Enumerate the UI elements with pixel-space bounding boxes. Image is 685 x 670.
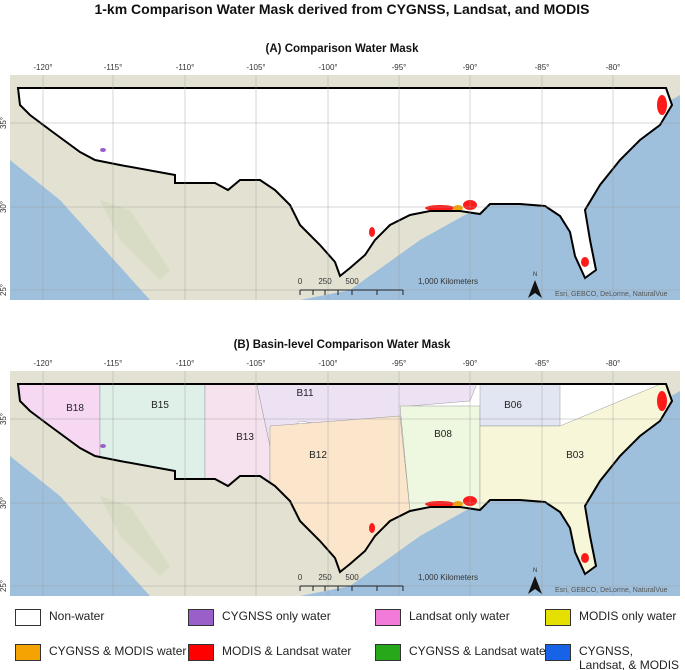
legend-label: CYGNSS only water — [222, 609, 331, 623]
legend-swatch — [188, 644, 214, 661]
lat-label: 35° — [0, 413, 8, 425]
lon-label: -90° — [463, 63, 478, 72]
basin-label: B13 — [236, 432, 254, 443]
water-area — [657, 95, 667, 115]
lat-label: 35° — [0, 117, 8, 129]
water-area — [453, 205, 463, 211]
legend-item: MODIS only water — [545, 609, 676, 626]
basin-label: B12 — [309, 450, 327, 461]
legend-item: CYGNSS, Landsat, & MODIS water — [545, 644, 680, 670]
legend-swatch — [545, 644, 571, 661]
water-area — [581, 553, 589, 563]
lon-label: -90° — [463, 359, 478, 368]
figure-title: 1-km Comparison Water Mask derived from … — [94, 1, 589, 17]
water-area — [100, 148, 106, 152]
legend-label: CYGNSS & MODIS water — [49, 644, 187, 658]
lon-label: -95° — [392, 63, 407, 72]
basin-label: B15 — [151, 400, 169, 411]
lon-label: -120° — [33, 63, 52, 72]
us-border — [16, 383, 674, 576]
scale-label: 500 — [345, 277, 359, 286]
water-area — [657, 391, 667, 411]
lon-label: -110° — [176, 359, 195, 368]
scale-label: 0 — [298, 277, 303, 286]
lon-label: -115° — [104, 359, 123, 368]
basin-label: B18 — [66, 403, 84, 414]
scale-label: 500 — [345, 573, 359, 582]
panel-title: (B) Basin-level Comparison Water Mask — [234, 339, 451, 351]
lat-label: 25° — [0, 580, 8, 592]
legend-item: Non-water — [15, 609, 104, 626]
lon-label: -85° — [535, 359, 550, 368]
us-land — [18, 88, 672, 278]
legend-item: CYGNSS & MODIS water — [15, 644, 186, 661]
lon-label: -95° — [392, 359, 407, 368]
legend-item: CYGNSS & Landsat water — [375, 644, 550, 661]
scale-label: 0 — [298, 573, 303, 582]
scale-label: 250 — [318, 277, 332, 286]
lon-label: -110° — [176, 63, 195, 72]
water-area — [453, 501, 463, 507]
lat-label: 30° — [0, 497, 8, 509]
baja — [100, 200, 170, 280]
legend-label: CYGNSS, Landsat, & MODIS water — [579, 644, 680, 670]
legend-item: Landsat only water — [375, 609, 510, 626]
legend-swatch — [15, 644, 41, 661]
lat-label: 25° — [0, 284, 8, 296]
legend-label: CYGNSS & Landsat water — [409, 644, 550, 658]
lon-label: -85° — [535, 63, 550, 72]
water-area — [369, 523, 375, 533]
scale-label: 250 — [318, 573, 332, 582]
lon-label: -105° — [246, 63, 265, 72]
water-area — [100, 444, 106, 448]
lon-label: -80° — [606, 63, 621, 72]
lon-label: -115° — [104, 63, 123, 72]
legend-label: Landsat only water — [409, 609, 510, 623]
map-panel: (B) Basin-level Comparison Water Mask B18… — [0, 339, 680, 596]
legend-item: MODIS & Landsat water — [188, 644, 351, 661]
lon-label: -120° — [33, 359, 52, 368]
maps: 1-km Comparison Water Mask derived from … — [0, 1, 680, 596]
lat-label: 30° — [0, 201, 8, 213]
basin-label: B08 — [434, 429, 452, 440]
lon-label: -105° — [246, 359, 265, 368]
north-arrow — [528, 280, 542, 298]
legend-swatch — [375, 609, 401, 626]
attribution: Esri, GEBCO, DeLorme, NaturalVue — [555, 291, 668, 298]
north-arrow — [528, 576, 542, 594]
attribution: Esri, GEBCO, DeLorme, NaturalVue — [555, 587, 668, 594]
legend-swatch — [545, 609, 571, 626]
north-label: N — [533, 272, 537, 278]
us-border — [16, 87, 674, 280]
basin — [399, 405, 481, 512]
legend-label: Non-water — [49, 609, 105, 623]
water-area — [425, 205, 455, 211]
legend-swatch — [375, 644, 401, 661]
legend-swatch — [188, 609, 214, 626]
water-area — [581, 257, 589, 267]
basin-label: B11 — [296, 388, 313, 399]
scale-label: 1,000 Kilometers — [418, 277, 478, 286]
lon-label: -100° — [318, 63, 337, 72]
legend-item: CYGNSS only water — [188, 609, 331, 626]
panel-title: (A) Comparison Water Mask — [266, 43, 420, 55]
lon-label: -80° — [606, 359, 621, 368]
north-label: N — [533, 568, 537, 574]
water-area — [369, 227, 375, 237]
water-area — [425, 501, 455, 507]
basin-label: B06 — [504, 400, 522, 411]
scale-label: 1,000 Kilometers — [418, 573, 478, 582]
legend-label: MODIS only water — [579, 609, 677, 623]
lon-label: -100° — [318, 359, 337, 368]
legend-label: MODIS & Landsat water — [222, 644, 352, 658]
basin-label: B03 — [566, 450, 584, 461]
map-panel: (A) Comparison Water Mask -120° -115° -110°… — [0, 43, 680, 300]
legend-swatch — [15, 609, 41, 626]
baja — [100, 496, 170, 576]
